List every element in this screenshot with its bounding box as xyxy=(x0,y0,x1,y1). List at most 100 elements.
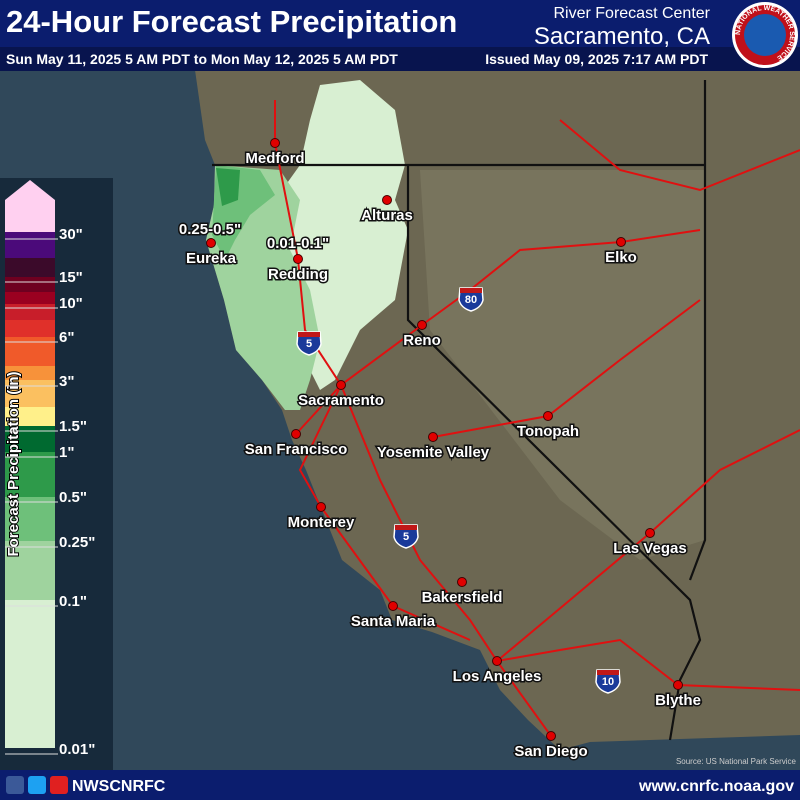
shield-top xyxy=(395,525,417,530)
shield-number: 5 xyxy=(403,531,409,543)
precip-heavier xyxy=(216,168,240,206)
city-dot xyxy=(543,411,553,421)
legend-label: 30" xyxy=(59,226,83,243)
city-label: Monterey xyxy=(288,514,355,531)
city-dot xyxy=(316,502,326,512)
city-dot xyxy=(382,195,392,205)
legend-title: Forecast Precipitation (in) xyxy=(5,371,22,556)
shield-number: 10 xyxy=(602,676,614,688)
city-dot xyxy=(291,429,301,439)
city-dot xyxy=(457,577,467,587)
legend-bin xyxy=(5,292,55,304)
office: Sacramento, CA xyxy=(534,23,710,50)
legend-label: 15" xyxy=(59,269,83,286)
title: 24-Hour Forecast Precipitation xyxy=(6,4,457,39)
legend-bin xyxy=(5,497,55,541)
shield-number: 80 xyxy=(465,294,477,306)
shield xyxy=(595,669,621,694)
city-label: Elko xyxy=(605,249,637,266)
city-dot xyxy=(336,380,346,390)
shield-top xyxy=(460,288,482,293)
city-label: Reno xyxy=(403,332,441,349)
social-handle: NWSCNRFC xyxy=(72,778,166,795)
legend-bin xyxy=(5,366,55,380)
legend-bin xyxy=(5,452,55,497)
city-label: Santa Maria xyxy=(351,613,436,630)
legend-bin xyxy=(5,337,55,366)
legend-label: 6" xyxy=(59,329,74,346)
legend-label: 3" xyxy=(59,373,74,390)
issued: Issued May 09, 2025 7:17 AM PDT xyxy=(485,51,708,67)
legend-label: 1.5" xyxy=(59,418,87,435)
city-dot xyxy=(492,656,502,666)
legend-bin xyxy=(5,277,55,292)
shield xyxy=(296,331,322,356)
city-dot xyxy=(388,601,398,611)
city-label: Medford xyxy=(245,150,304,167)
shield-top xyxy=(597,670,619,675)
city-label: Eureka xyxy=(186,250,237,267)
legend: Forecast Precipitation (in) xyxy=(0,178,113,770)
legend-label: 0.01" xyxy=(59,741,95,758)
legend-bin xyxy=(5,426,55,452)
header-bar xyxy=(0,0,800,48)
city-dot xyxy=(270,138,280,148)
city-dot xyxy=(546,731,556,741)
shield-number: 5 xyxy=(306,338,312,350)
legend-bin xyxy=(5,304,55,320)
city-label: Yosemite Valley xyxy=(377,444,490,461)
city-label: San Francisco xyxy=(245,441,348,458)
legend-bin xyxy=(5,600,55,748)
logo-center xyxy=(744,14,786,56)
city-dot xyxy=(206,238,216,248)
twitter-icon[interactable] xyxy=(28,776,46,794)
legend-bin xyxy=(5,258,55,277)
legend-label: 0.5" xyxy=(59,489,87,506)
city-label: Los Angeles xyxy=(453,668,542,685)
legend-label: 0.1" xyxy=(59,593,87,610)
legend-bin xyxy=(5,407,55,426)
legend-bin xyxy=(5,232,55,258)
legend-label: 0.25" xyxy=(59,534,95,551)
cities: Medford Alturas Eureka Redding Elko Reno Sacra… xyxy=(184,138,702,762)
legend-bin xyxy=(5,180,55,232)
city-dot xyxy=(293,254,303,264)
legend-label: 1" xyxy=(59,444,74,461)
annotation: 0.25-0.5" xyxy=(179,221,241,238)
source: Source: US National Park Service xyxy=(676,757,797,766)
city-dot xyxy=(417,320,427,330)
legend-labels: 30" 15" 10" 6" 3" 1.5" 1" 0.5" 0.25" 0.1" 0.01" xyxy=(5,226,95,758)
facebook-icon[interactable] xyxy=(6,776,24,794)
city-dot xyxy=(673,680,683,690)
footer-bar xyxy=(0,770,800,800)
state-borders xyxy=(212,80,707,741)
legend-label: 10" xyxy=(59,295,83,312)
shield xyxy=(393,524,419,549)
city-label: Sacramento xyxy=(298,392,384,409)
shield xyxy=(458,287,484,312)
legend-bin xyxy=(5,320,55,337)
city-label: Redding xyxy=(268,266,328,283)
valid-period: Sun May 11, 2025 5 AM PDT to Mon May 12,… xyxy=(6,51,398,67)
website[interactable]: www.cnrfc.noaa.gov xyxy=(638,778,794,795)
legend-bin xyxy=(5,380,55,407)
highway-shields: 5 5 80 10 xyxy=(296,287,621,694)
youtube-icon[interactable] xyxy=(50,776,68,794)
dry-shade xyxy=(420,170,705,560)
city-dot xyxy=(645,528,655,538)
subheader-bar xyxy=(0,47,800,71)
city-label: San Diego xyxy=(514,743,587,760)
city-dot xyxy=(428,432,438,442)
city-label: Las Vegas xyxy=(613,540,686,557)
city-label: Tonopah xyxy=(517,423,579,440)
city-label: Bakersfield xyxy=(422,589,503,606)
legend-bin xyxy=(5,541,55,600)
agency: River Forecast Center xyxy=(554,5,711,22)
city-label: Alturas xyxy=(361,207,413,224)
city-label: Blythe xyxy=(655,692,701,709)
city-dot xyxy=(616,237,626,247)
annotation: 0.01-0.1" xyxy=(267,235,329,252)
shield-top xyxy=(298,332,320,337)
